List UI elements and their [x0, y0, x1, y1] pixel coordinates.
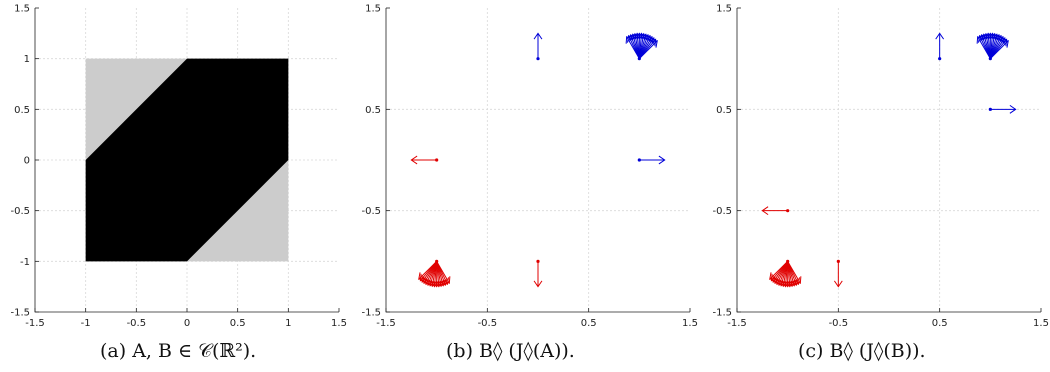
y-tick-label: 0.5	[716, 105, 732, 116]
x-tick-label: -1	[81, 318, 91, 329]
x-tick-label: -1.5	[727, 318, 747, 329]
caption-a: (a) A, B ∈ 𝒞(ℝ²).	[100, 340, 257, 362]
y-tick-label: -1.5	[712, 308, 732, 319]
arrow-head	[628, 34, 637, 42]
x-tick-label: 1	[285, 318, 291, 329]
arrow-shaft	[436, 261, 450, 284]
arrow-shaft	[787, 261, 801, 284]
x-tick-label: -1.5	[25, 318, 45, 329]
arrow-base-point	[938, 57, 942, 61]
arrow-head	[442, 276, 451, 285]
arrow-head	[439, 278, 448, 286]
arrow-head	[976, 35, 985, 44]
region-A	[85, 58, 289, 262]
y-tick-label: 1.5	[365, 4, 381, 15]
x-tick-label: 1.5	[682, 318, 698, 329]
arrow-head	[935, 32, 945, 40]
x-tick-label: 0.5	[230, 318, 246, 329]
x-tick-label: -0.5	[478, 318, 498, 329]
y-tick-label: -1.5	[10, 308, 30, 319]
x-tick-label: 1.5	[1033, 318, 1049, 329]
arrow-head	[658, 155, 666, 165]
arrow-base-point	[786, 209, 790, 213]
x-tick-label: -1.5	[376, 318, 396, 329]
x-tick-label: -0.5	[829, 318, 849, 329]
x-tick-label: -0.5	[127, 318, 147, 329]
x-tick-label: 1.5	[331, 318, 347, 329]
arrow-shaft	[626, 36, 640, 59]
arrow-head	[410, 155, 418, 165]
arrow-head	[793, 276, 802, 285]
arrow-head	[761, 206, 769, 216]
panel-b: -1.5 -0.5 0.5 1.5 -1.5 -0.5 0.5 1.5	[361, 4, 697, 330]
y-tick-label: 0.5	[365, 105, 381, 116]
arrow-base-point	[637, 158, 641, 162]
arrow-base-point	[435, 158, 439, 162]
panel-a: -1.5 -1 -0.5 0 0.5 1 1.5 -1.5 -1 -0.5 0 0.5 1 1.5	[10, 4, 346, 330]
caption-b: (b) B◊ (J◊(A)).	[446, 340, 575, 362]
arrow-base-point	[536, 259, 540, 263]
arrow-base-point	[786, 259, 790, 263]
panel-c: -1.5 -0.5 0.5 1.5 -1.5 -0.5 0.5 1.5	[712, 4, 1048, 330]
arrow-base-point	[637, 57, 641, 61]
y-tick-label: -0.5	[712, 206, 732, 217]
arrow-base-point	[836, 259, 840, 263]
arrow-head	[626, 34, 635, 43]
y-tick-label: 1	[24, 54, 30, 65]
arrow-head	[792, 277, 801, 286]
caption-c: (c) B◊ (J◊(B)).	[798, 340, 926, 362]
y-tick-label: 0.5	[14, 105, 30, 116]
x-tick-label: 0	[184, 318, 190, 329]
arrow-base-point	[435, 259, 439, 263]
arrow-shaft	[977, 36, 991, 59]
y-tick-label: 1.5	[14, 4, 30, 15]
arrow-head	[979, 34, 988, 42]
y-tick-label: -1.5	[361, 308, 381, 319]
arrow-head	[977, 34, 986, 43]
arrow-head	[1009, 104, 1017, 114]
arrow-base-point	[988, 107, 992, 111]
arrow-head	[533, 280, 543, 288]
x-tick-label: 0.5	[581, 318, 597, 329]
arrow-base-point	[536, 57, 540, 61]
y-tick-label: -0.5	[361, 206, 381, 217]
y-tick-label: 0	[24, 156, 30, 167]
y-tick-label: -0.5	[10, 206, 30, 217]
arrow-head	[790, 278, 799, 286]
arrow-head	[833, 280, 843, 288]
arrow-base-point	[988, 57, 992, 61]
arrow-head	[625, 35, 634, 44]
arrow-head	[441, 277, 450, 286]
y-tick-label: -1	[20, 257, 30, 268]
arrow-head	[533, 32, 543, 40]
x-tick-label: 0.5	[932, 318, 948, 329]
y-tick-label: 1.5	[716, 4, 732, 15]
